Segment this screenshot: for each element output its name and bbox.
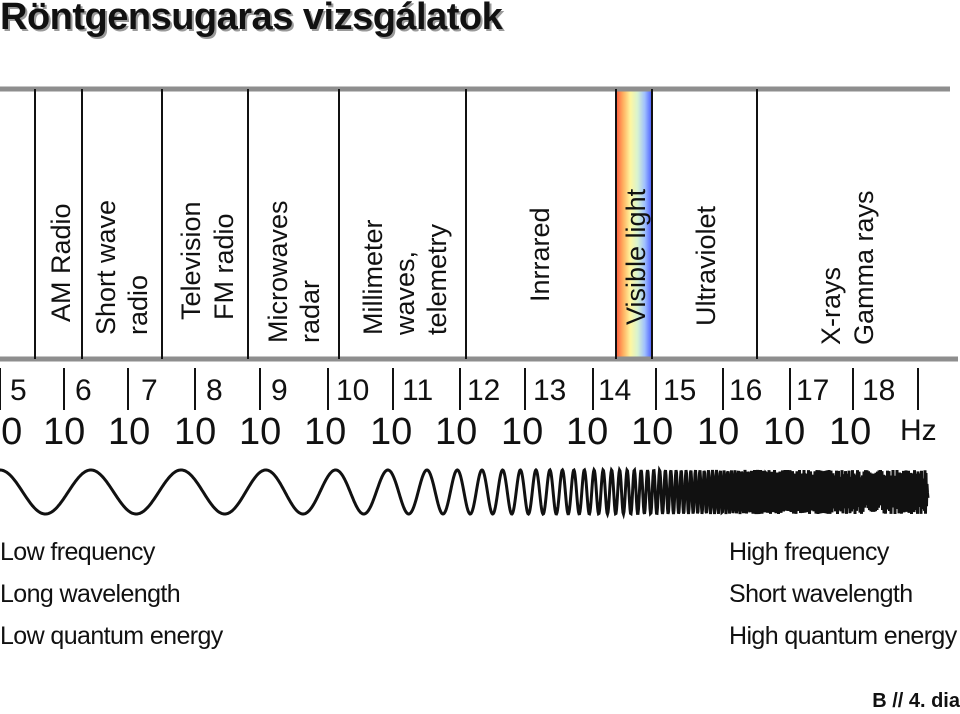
band-label-line: AM Radio — [46, 203, 76, 322]
high-frequency-label: High frequency — [729, 538, 890, 566]
visible-light-gradient — [616, 88, 652, 360]
frequency-exponent: 9 — [271, 374, 288, 407]
band-label-line: Short wave — [91, 200, 121, 335]
high-quantum-energy-label: High quantum energy — [729, 622, 958, 650]
frequency-base: 10 — [697, 411, 739, 453]
frequency-base: 10 — [174, 411, 216, 453]
band-label-line: Inrrared — [525, 207, 555, 302]
frequency-base: 10 — [108, 411, 150, 453]
band-am-radio: AM Radio — [46, 203, 76, 322]
low-quantum-energy-label: Low quantum energy — [0, 622, 224, 650]
frequency-base: 10 — [435, 411, 477, 453]
band-infrared: Inrrared — [525, 207, 555, 302]
band-short-wave-radio: Short wave radio — [91, 200, 153, 335]
band-label-line: Visible light — [621, 188, 651, 325]
frequency-base: 10 — [43, 411, 85, 453]
frequency-exponent: 6 — [75, 374, 92, 407]
frequency-exponent: 18 — [862, 374, 895, 407]
frequency-base: 10 — [763, 411, 805, 453]
frequency-base: 10 — [239, 411, 281, 453]
band-label-line: radio — [123, 275, 153, 335]
frequency-exponent: 17 — [796, 374, 829, 407]
frequency-exponent: 5 — [10, 374, 27, 407]
band-microwaves-radar: Microwaves radar — [263, 200, 325, 343]
slide-title: Röntgensugaras vizsgálatok — [0, 0, 503, 38]
band-label-line: telemetry — [422, 223, 452, 335]
frequency-exponent: 11 — [402, 374, 433, 407]
slide-footer: B // 4. dia — [872, 690, 960, 712]
frequency-exponent: 8 — [206, 374, 223, 407]
wave-illustration — [0, 465, 930, 520]
band-x-rays-gamma: X-rays Gamma rays — [816, 190, 879, 345]
band-millimeter-waves: Millimeter waves, telemetry — [358, 219, 452, 336]
frequency-base: 10 — [0, 411, 22, 453]
high-end-labels: High frequency Short wavelength High qua… — [729, 538, 958, 650]
frequency-unit: Hz — [900, 414, 937, 447]
frequency-base: 10 — [370, 411, 412, 453]
frequency-base: 10 — [566, 411, 608, 453]
frequency-base: 10 — [631, 411, 673, 453]
low-end-labels: Low frequency Long wavelength Low quantu… — [0, 538, 224, 650]
frequency-exponent: 15 — [663, 374, 696, 407]
low-frequency-label: Low frequency — [0, 538, 156, 566]
band-label-line: waves, — [390, 251, 420, 336]
frequency-exponent: 14 — [598, 374, 631, 407]
band-label-line: FM radio — [209, 213, 239, 320]
frequency-exponent: 7 — [141, 374, 158, 407]
frequency-base: 10 — [304, 411, 346, 453]
band-label-line: Television — [176, 201, 206, 320]
band-label-line: X-rays — [816, 267, 846, 345]
long-wavelength-label: Long wavelength — [0, 580, 180, 608]
band-label-line: radar — [295, 280, 325, 343]
frequency-exponent: 12 — [467, 374, 500, 407]
band-label-line: Microwaves — [263, 200, 293, 343]
band-visible-light: Visible light — [621, 188, 651, 325]
band-label-line: Gamma rays — [849, 190, 879, 345]
frequency-scale: 5 6 7 8 9 10 11 12 13 14 15 16 17 18 10 … — [0, 368, 937, 453]
band-label-line: Millimeter — [358, 219, 388, 335]
frequency-exponent: 13 — [533, 374, 566, 407]
band-television-fm: Television FM radio — [176, 201, 239, 320]
frequency-exponent: 10 — [336, 374, 369, 407]
band-label-line: Ultraviolet — [691, 205, 721, 326]
frequency-base: 10 — [501, 411, 543, 453]
frequency-base: 10 — [829, 411, 871, 453]
short-wavelength-label: Short wavelength — [729, 580, 913, 608]
band-ultraviolet: Ultraviolet — [691, 205, 721, 326]
frequency-exponent: 16 — [729, 374, 762, 407]
